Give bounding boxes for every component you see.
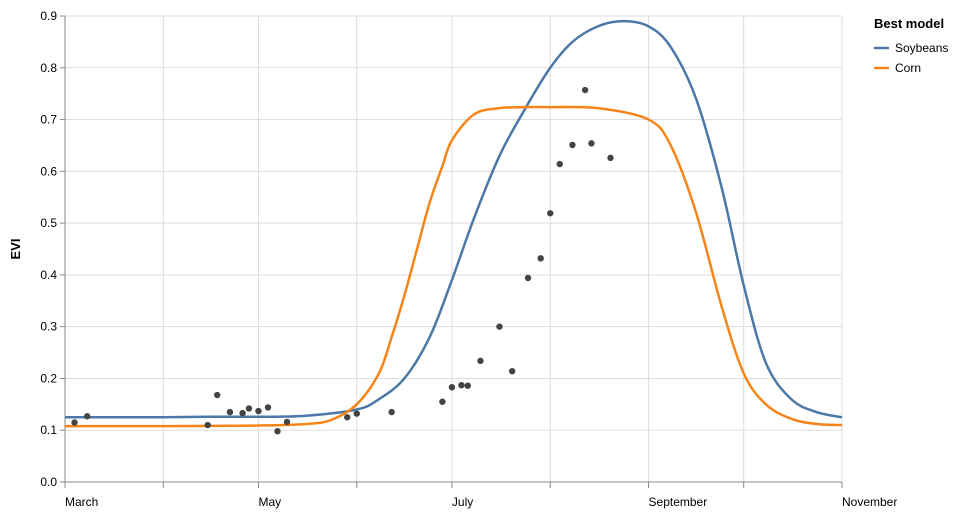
series-line-corn	[64, 105, 843, 428]
y-tick-label: 0.5	[40, 216, 57, 230]
data-point	[537, 255, 544, 262]
legend: Best model Soybeans Corn	[874, 16, 948, 75]
data-point	[71, 419, 78, 426]
data-point	[588, 140, 595, 147]
data-point	[508, 367, 516, 375]
data-point	[581, 86, 589, 94]
data-point	[477, 357, 484, 365]
x-tick-label: July	[452, 495, 473, 509]
data-point	[84, 413, 91, 420]
y-tick-label: 0.0	[40, 475, 57, 489]
y-tick-label: 0.6	[40, 164, 57, 178]
data-point	[547, 210, 554, 217]
series-line-soybeans	[65, 19, 843, 419]
y-tick-label: 0.9	[40, 9, 57, 23]
legend-label-soybeans: Soybeans	[895, 41, 948, 55]
data-point	[496, 323, 503, 330]
y-tick-label: 0.4	[40, 268, 57, 282]
y-tick-label: 0.1	[40, 423, 57, 437]
data-point	[204, 421, 211, 429]
data-point	[458, 381, 465, 389]
data-point	[464, 382, 471, 389]
data-point	[214, 391, 221, 399]
data-points	[71, 86, 614, 435]
y-tick-label: 0.8	[40, 61, 57, 75]
data-point	[255, 407, 262, 415]
y-axis-title: EVI	[8, 239, 23, 260]
data-point	[283, 418, 291, 426]
x-axis: March May July September November	[64, 481, 897, 509]
data-point	[264, 404, 272, 411]
x-tick-label: March	[65, 495, 98, 509]
data-point	[388, 408, 395, 416]
data-point	[344, 414, 351, 421]
legend-title: Best model	[874, 16, 944, 31]
y-tick-label: 0.2	[40, 371, 57, 385]
y-axis: 0.0 0.1 0.2 0.3 0.4 0.5 0.6 0.7 0.8 0.9	[40, 9, 66, 489]
x-tick-label: September	[649, 495, 708, 509]
data-point	[448, 384, 456, 391]
data-point	[607, 154, 614, 162]
data-point	[245, 405, 253, 412]
data-point	[239, 409, 246, 417]
data-point	[439, 398, 446, 405]
data-point	[353, 410, 360, 417]
data-point	[569, 141, 576, 149]
data-point	[556, 160, 563, 168]
y-tick-label: 0.7	[40, 113, 57, 127]
x-tick-label: May	[258, 495, 281, 509]
x-tick-label: November	[842, 495, 897, 509]
grid	[64, 15, 843, 483]
legend-label-corn: Corn	[895, 61, 921, 75]
series-lines	[64, 19, 843, 428]
y-tick-label: 0.3	[40, 320, 57, 334]
data-point	[524, 274, 532, 282]
data-point	[274, 428, 281, 435]
data-point	[226, 408, 234, 416]
